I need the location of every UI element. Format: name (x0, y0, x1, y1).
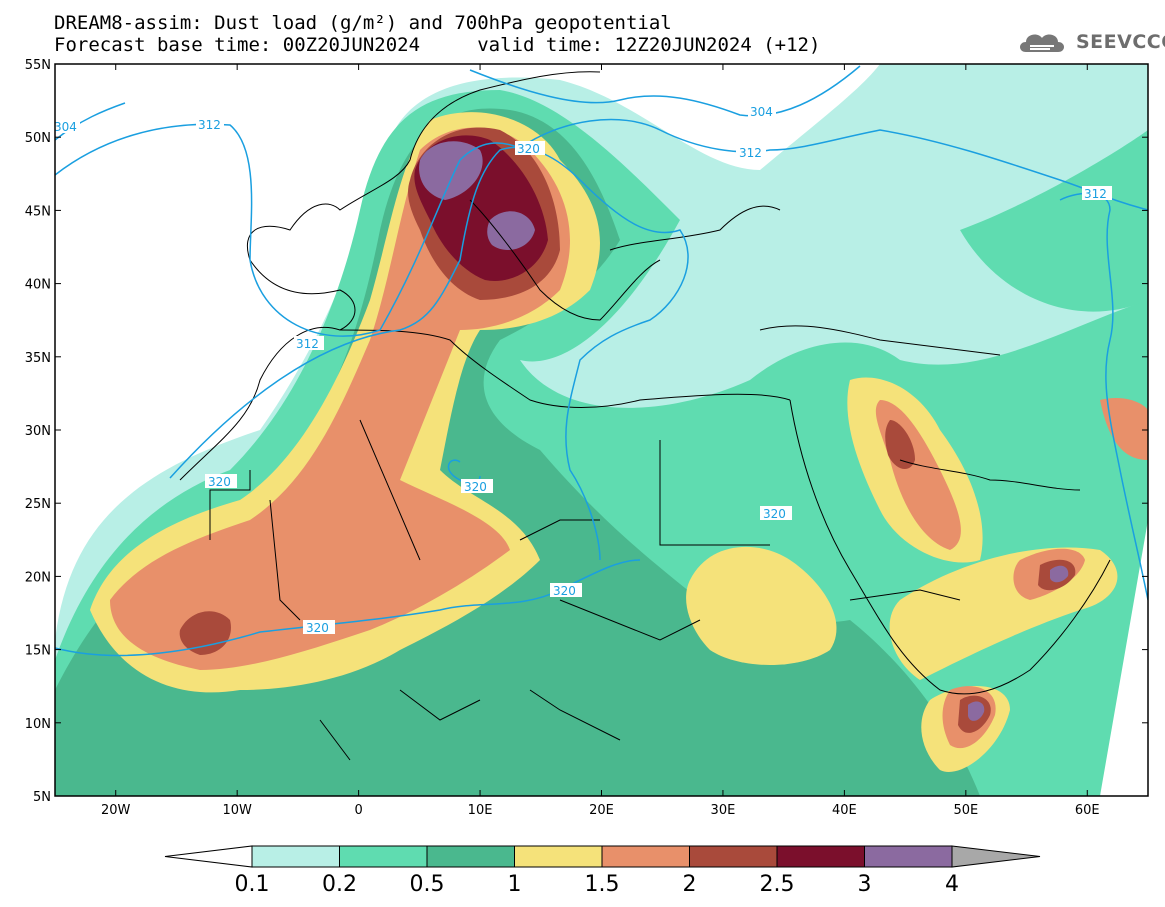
colorbar-label: 1 (507, 872, 522, 897)
lat-label: 5N (33, 790, 51, 805)
colorbar-label: 2 (682, 872, 697, 897)
contour-label: 320 (553, 584, 576, 598)
forecast-time-subtitle: Forecast base time: 00Z20JUN2024 valid t… (54, 34, 821, 56)
lat-label: 30N (25, 424, 51, 439)
lat-label: 55N (25, 58, 51, 73)
contour-label: 320 (517, 142, 540, 156)
lat-label: 10N (25, 717, 51, 732)
colorbar-label: 3 (857, 872, 872, 897)
lat-label: 25N (25, 497, 51, 512)
latitude-axis: 55N 50N 45N 40N 35N 30N 25N 20N 15N 10N 5N (25, 58, 1148, 805)
lat-label: 50N (25, 131, 51, 146)
colorbar-swatch (339, 845, 428, 868)
logo-text: SEEVCCC (1076, 31, 1165, 53)
contour-label: 312 (739, 146, 762, 160)
colorbar-under-arrow (164, 845, 253, 868)
lon-label: 60E (1075, 803, 1100, 818)
colorbar-swatch (864, 845, 953, 868)
lon-label: 50E (953, 803, 978, 818)
cloud-logo-icon (1020, 34, 1064, 52)
contour-label: 320 (306, 621, 329, 635)
lat-label: 40N (25, 278, 51, 293)
colorbar-label: 4 (945, 872, 959, 897)
colorbar-swatch (251, 845, 340, 868)
lon-label: 20W (101, 803, 131, 818)
colorbar-swatch (601, 845, 690, 868)
lat-label: 15N (25, 644, 51, 659)
contour-label: 312 (1084, 187, 1107, 201)
contour-label: 320 (763, 507, 786, 521)
lat-label: 20N (25, 570, 51, 585)
lon-label: 30E (711, 803, 736, 818)
contour-label: 304 (750, 105, 773, 119)
dust-fields (55, 64, 1148, 796)
colorbar-swatch (514, 845, 603, 868)
colorbar-label: 0.2 (322, 872, 357, 897)
colorbar-label: 0.5 (409, 872, 445, 897)
lon-label: 10E (468, 803, 493, 818)
colorbar-swatch (426, 845, 515, 868)
contour-label: 320 (208, 475, 231, 489)
colorbar-label: 2.5 (759, 872, 795, 897)
longitude-axis: 20W 10W 0 10E 20E 30E 40E 50E 60E (101, 64, 1100, 818)
lon-label: 0 (354, 803, 362, 818)
map-title: DREAM8-assim: Dust load (g/m²) and 700hP… (54, 12, 672, 34)
contour-label: 304 (54, 120, 77, 134)
colorbar-label: 1.5 (584, 872, 620, 897)
coastlines (179, 71, 1111, 761)
lon-label: 20E (589, 803, 614, 818)
lon-label: 10W (222, 803, 252, 818)
colorbar-label: 0.1 (234, 872, 270, 897)
contour-labels: 304 312 304 312 320 312 312 320 320 320 … (52, 104, 1112, 635)
lat-label: 45N (25, 204, 51, 219)
lat-label: 35N (25, 351, 51, 366)
contour-label: 320 (464, 480, 487, 494)
colorbar-swatch (689, 845, 778, 868)
colorbar-swatch (776, 845, 865, 868)
colorbar (164, 845, 1041, 868)
colorbar-over-arrow (951, 845, 1041, 868)
contour-label: 312 (296, 337, 319, 351)
lon-label: 40E (832, 803, 857, 818)
contour-label: 312 (198, 118, 221, 132)
